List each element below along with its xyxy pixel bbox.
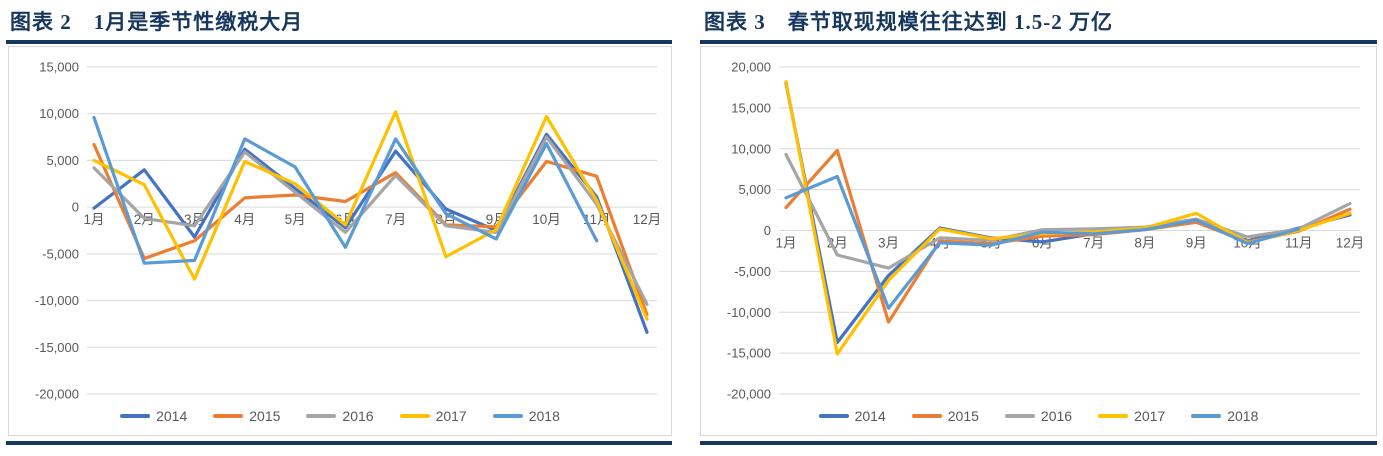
x-tick-label: 3月 — [878, 236, 899, 251]
series-line-2018 — [92, 115, 599, 265]
legend-item-2018: 2018 — [1191, 408, 1258, 424]
y-tick-label: 10,000 — [39, 106, 79, 121]
legend-line-swatch — [213, 414, 244, 418]
x-tick-label: 7月 — [385, 212, 406, 227]
y-tick-label: -20,000 — [727, 387, 771, 402]
legend-label: 2014 — [156, 408, 188, 424]
legend-line-swatch — [1191, 414, 1222, 418]
chart-title-text: 春节取现规模往往达到 1.5-2 万亿 — [787, 10, 1113, 34]
legend-item-2017: 2017 — [1098, 408, 1165, 424]
x-tick-label: 1月 — [83, 212, 104, 227]
x-tick-label: 10月 — [532, 212, 561, 227]
x-tick-label: 12月 — [1336, 236, 1365, 251]
x-tick-label: 9月 — [1186, 236, 1207, 251]
x-tick-label: 11月 — [1285, 236, 1313, 251]
y-tick-label: -10,000 — [35, 293, 79, 308]
x-tick-label: 7月 — [1083, 236, 1104, 251]
legend-item-2016: 2016 — [306, 408, 374, 424]
line-chart-cash: 20,000 15,000 10,000 5,000 0 -5,000 -10,000 -15… — [727, 60, 1365, 402]
y-tick-label: 20,000 — [731, 60, 771, 75]
y-tick-label: -20,000 — [35, 387, 79, 402]
legend-label: 2015 — [249, 408, 281, 424]
legend-label: 2016 — [342, 408, 374, 424]
chart-legend: 2014 2015 2016 2017 2018 — [701, 397, 1376, 435]
legend-label: 2017 — [435, 408, 467, 424]
chart-panel-tax: 图表 2 1月是季节性缴税大月 15,000 10,000 5,000 0 -5,000 -… — [6, 4, 672, 456]
y-tick-label: 5,000 — [738, 182, 771, 197]
y-tick-label: 5,000 — [46, 153, 79, 168]
legend-line-swatch — [1004, 414, 1035, 418]
y-tick-label: -5,000 — [42, 246, 79, 261]
y-tick-label: -15,000 — [35, 340, 79, 355]
panel-bottom-rule — [700, 441, 1377, 445]
legend-item-2018: 2018 — [492, 408, 560, 424]
chart-title-prefix: 图表 3 — [704, 10, 766, 34]
x-tick-label: 12月 — [633, 212, 662, 227]
panel-bottom-rule — [6, 441, 672, 445]
legend-item-2014: 2014 — [818, 408, 886, 424]
chart-legend: 2014 2015 2016 2017 2018 — [9, 397, 671, 435]
legend-line-swatch — [818, 414, 849, 418]
x-tick-label: 8月 — [1134, 236, 1155, 251]
legend-item-2017: 2017 — [399, 408, 467, 424]
y-tick-label: 15,000 — [39, 60, 79, 75]
legend-label: 2017 — [1134, 408, 1166, 424]
chart-panel-cash: 图表 3 春节取现规模往往达到 1.5-2 万亿 20,000 15,000 10,0… — [700, 4, 1377, 456]
legend-line-swatch — [1098, 414, 1129, 418]
legend-line-swatch — [911, 414, 942, 418]
line-chart-tax: 15,000 10,000 5,000 0 -5,000 -10,000 -15,000 -2… — [35, 60, 662, 402]
legend-line-swatch — [120, 414, 151, 418]
y-tick-label: 0 — [72, 200, 79, 215]
legend-label: 2016 — [1040, 408, 1073, 424]
y-tick-label: 15,000 — [731, 100, 771, 115]
series-line-2016 — [784, 152, 1352, 270]
series-line-2016 — [92, 135, 649, 306]
legend-label: 2015 — [947, 408, 979, 424]
legend-label: 2018 — [528, 408, 560, 424]
series-line-2018 — [784, 174, 1301, 310]
legend-line-swatch — [306, 414, 337, 418]
legend-item-2015: 2015 — [911, 408, 979, 424]
x-tick-label: 5月 — [285, 212, 306, 227]
series-line-2014 — [92, 132, 649, 334]
y-tick-label: -5,000 — [734, 264, 771, 279]
y-tick-label: -15,000 — [727, 346, 771, 361]
chart-title: 图表 3 春节取现规模往往达到 1.5-2 万亿 — [700, 4, 1377, 44]
y-tick-label: 0 — [764, 223, 771, 238]
chart-frame: 20,000 15,000 10,000 5,000 0 -5,000 -10,000 -15… — [700, 46, 1377, 436]
legend-item-2016: 2016 — [1004, 408, 1073, 424]
chart-title-prefix: 图表 2 — [10, 10, 72, 34]
series-line-2017 — [784, 80, 1352, 356]
chart-frame: 15,000 10,000 5,000 0 -5,000 -10,000 -15,000 -2… — [8, 46, 672, 436]
chart-title: 图表 2 1月是季节性缴税大月 — [6, 4, 672, 44]
legend-line-swatch — [492, 414, 523, 418]
legend-line-swatch — [399, 414, 430, 418]
x-tick-label: 1月 — [775, 236, 796, 251]
x-tick-label: 4月 — [234, 212, 255, 227]
legend-item-2015: 2015 — [213, 408, 280, 424]
legend-item-2014: 2014 — [120, 408, 187, 424]
legend-label: 2014 — [854, 408, 886, 424]
series-line-2017 — [92, 110, 649, 321]
y-tick-label: 10,000 — [731, 141, 771, 156]
legend-label: 2018 — [1227, 408, 1259, 424]
y-tick-label: -10,000 — [727, 305, 771, 320]
series-line-2015 — [92, 142, 649, 317]
chart-title-text: 1月是季节性缴税大月 — [93, 10, 304, 34]
